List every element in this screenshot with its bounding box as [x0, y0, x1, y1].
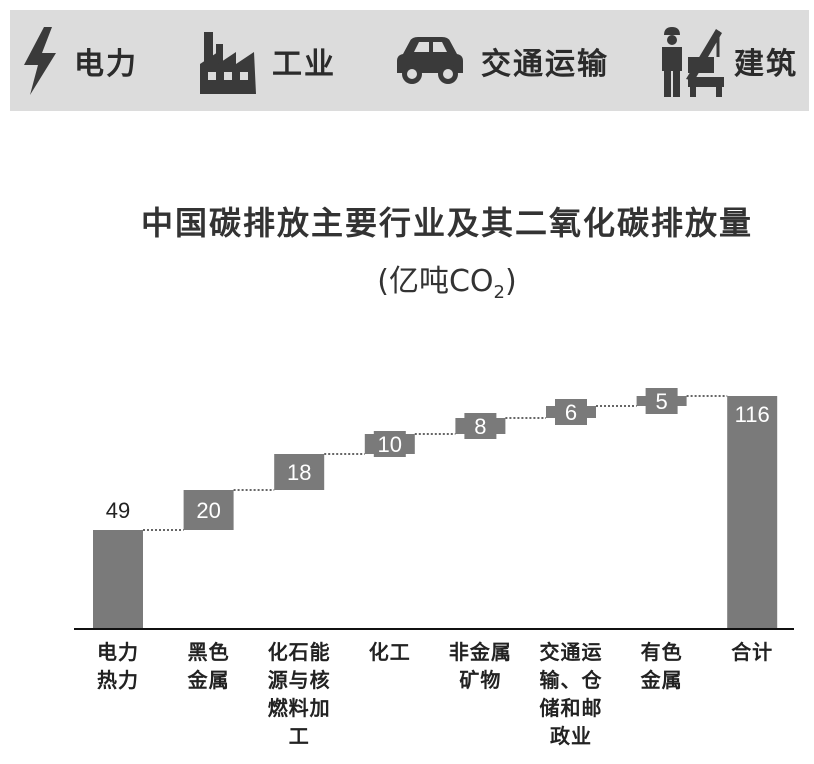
data-label: 18	[287, 460, 311, 485]
sector-label: 建筑	[734, 46, 798, 82]
category-label: 交通运输、仓储和邮政业	[526, 638, 616, 750]
category-label-line: 非金属	[448, 640, 512, 664]
category-label-line: 工	[288, 724, 310, 748]
category-label-line: 合计	[731, 640, 774, 664]
category-label-line: 黑色	[187, 640, 230, 664]
subtitle-subscript: 2	[493, 282, 505, 303]
category-label-line: 有色	[640, 640, 683, 664]
data-label: 49	[106, 498, 130, 523]
category-label: 黑色 金属	[164, 638, 254, 694]
category-label-line: 热力	[97, 668, 139, 692]
chart-title: 中国碳排放主要行业及其二氧化碳排放量	[140, 204, 753, 242]
bar	[274, 454, 325, 490]
category-label: 化工	[345, 638, 435, 666]
sector-label: 工业	[272, 46, 336, 82]
subtitle-text: (亿吨CO	[377, 264, 494, 299]
data-label: 20	[196, 498, 220, 523]
sector-electricity: 电力	[18, 10, 138, 111]
sector-industry: 工业	[196, 10, 336, 111]
sector-transport: 交通运输	[393, 10, 609, 111]
car-icon	[397, 36, 463, 84]
category-label-line: 燃料加	[267, 696, 331, 720]
category-label: 有色 金属	[617, 638, 707, 694]
category-label: 合计	[707, 638, 797, 666]
bar-label-box	[555, 399, 587, 425]
category-label-line: 输、仓	[539, 668, 603, 692]
chart-subtitle: (亿吨CO2)	[0, 256, 814, 303]
data-label: 8	[474, 414, 486, 439]
bar	[93, 530, 143, 628]
data-label: 5	[655, 389, 667, 414]
category-label: 电力 热力	[73, 638, 163, 694]
sector-label: 电力	[74, 46, 138, 82]
category-label-line: 化石能	[267, 640, 331, 664]
category-label-line: 金属	[640, 668, 683, 692]
data-label: 6	[565, 400, 577, 425]
category-label-line: 储和邮	[539, 696, 603, 720]
construction-icon	[662, 26, 724, 97]
category-label-line: 化工	[368, 640, 411, 664]
category-label-line: 矿物	[459, 668, 502, 692]
bar	[183, 490, 234, 530]
category-label: 化石能源与核燃料加工	[254, 638, 344, 750]
category-label-line: 政业	[550, 724, 592, 748]
subtitle-close: )	[505, 264, 517, 299]
category-label-line: 源与核	[267, 668, 331, 692]
category-label-line: 电力	[97, 640, 139, 664]
bar-label-box	[373, 431, 406, 457]
bar	[727, 396, 778, 628]
category-label-line: 交通运	[539, 640, 603, 664]
data-label: 116	[735, 402, 770, 427]
sector-label: 交通运输	[481, 46, 609, 82]
lightning-icon	[24, 26, 56, 95]
sector-banner: 电力 工业 交通运输	[10, 10, 809, 111]
factory-icon	[200, 31, 256, 94]
bar-label-box	[464, 413, 497, 439]
category-label-line: 金属	[187, 668, 230, 692]
sector-construction: 建筑	[658, 10, 798, 111]
category-label: 非金属 矿物	[435, 638, 525, 694]
data-label: 10	[378, 432, 402, 457]
bar-label-box	[645, 388, 678, 414]
